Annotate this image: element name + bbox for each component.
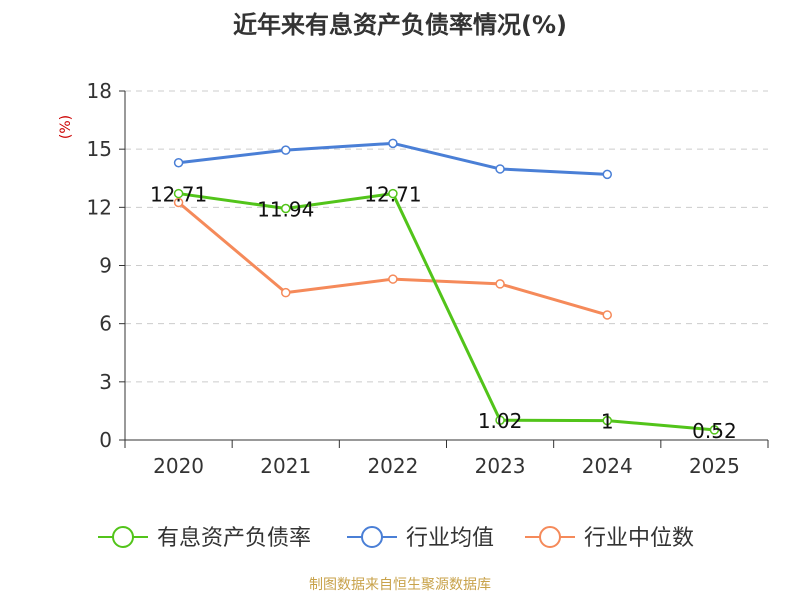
data-point [495, 279, 505, 289]
y-tick-label: 0 [99, 428, 112, 452]
series-line [178, 192, 715, 432]
chart-title: 近年来有息资产负债率情况(%) [233, 11, 567, 39]
y-tick-label: 3 [99, 370, 112, 394]
data-point [388, 138, 398, 149]
legend-label: 有息资产负债率 [157, 526, 311, 551]
x-tick-label: 2025 [689, 454, 740, 478]
axis-layer: 0 3 6 9 12 15 18 2020 2021 2022 2023 2024 2025 [87, 79, 769, 478]
data-point [495, 415, 505, 425]
y-tick-label: 12 [87, 195, 112, 219]
x-tick-label: 2020 [153, 454, 204, 478]
data-label: 1 [601, 410, 614, 434]
legend-label: 行业中位数 [584, 526, 694, 551]
y-tick-label: 9 [99, 254, 112, 278]
x-tick-label: 2024 [582, 454, 633, 478]
legend-item: 行业均值 [347, 526, 494, 551]
legend-label: 行业均值 [406, 526, 494, 551]
data-label-layer: 12.71 11.94 12.71 1.02 1 0.52 [150, 183, 737, 443]
y-axis-unit-label: (%) [58, 115, 74, 139]
data-point [281, 203, 291, 214]
legend-marker-icon [539, 526, 561, 548]
grid-layer [125, 90, 768, 383]
legend: 有息资产负债率 行业均值 行业中位数 [98, 526, 694, 551]
data-point [602, 169, 612, 180]
data-label: 12.71 [364, 183, 421, 207]
data-point [602, 415, 612, 426]
data-point [281, 145, 291, 155]
x-tick-label: 2021 [260, 454, 311, 478]
series-layer [173, 138, 720, 435]
data-point [388, 274, 398, 284]
data-label: 11.94 [257, 197, 314, 221]
data-point [388, 188, 398, 199]
data-point [602, 310, 612, 320]
y-tick-label: 18 [87, 79, 112, 103]
legend-marker-icon [361, 526, 383, 548]
data-point [281, 287, 291, 298]
data-label: 0.52 [692, 419, 737, 443]
data-point [709, 425, 720, 435]
data-point [173, 197, 184, 208]
y-tick-label: 15 [87, 137, 112, 161]
data-label: 1.02 [478, 409, 523, 433]
data-point [173, 188, 184, 199]
data-label: 12.71 [150, 183, 207, 207]
legend-marker-icon [112, 526, 134, 548]
legend-item: 有息资产负债率 [98, 526, 311, 551]
series-line [177, 201, 608, 317]
y-tick-label: 6 [99, 312, 112, 336]
data-point [495, 164, 505, 174]
x-tick-label: 2023 [475, 454, 526, 478]
x-tick-label: 2022 [367, 454, 418, 478]
legend-item: 行业中位数 [525, 526, 694, 551]
source-note: 制图数据来自恒生聚源数据库 [309, 577, 491, 593]
data-point [173, 157, 184, 168]
